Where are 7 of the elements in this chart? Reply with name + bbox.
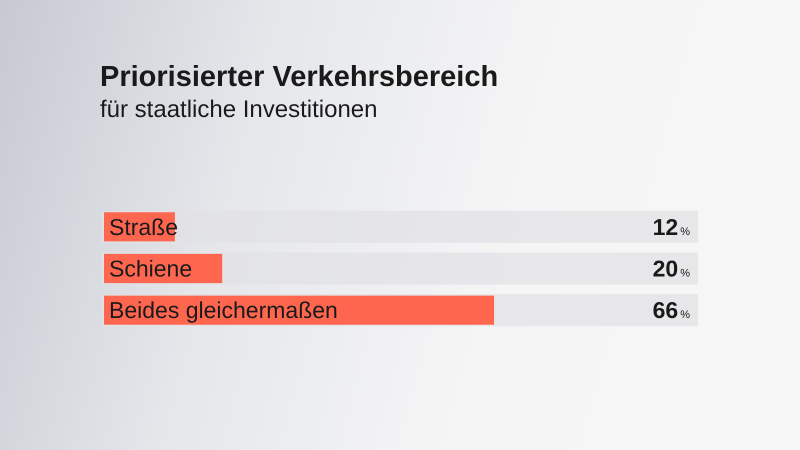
data-label: 66%	[652, 297, 690, 324]
data-label: 20%	[652, 256, 690, 282]
chart-title: Priorisierter Verkehrsbereich	[100, 61, 498, 93]
y-tick-label: Beides gleichermaßen	[109, 297, 338, 324]
chart-subtitle: für staatliche Investitionen	[100, 96, 378, 123]
data-label: 12%	[652, 214, 690, 240]
y-tick-label: Schiene	[109, 256, 192, 282]
